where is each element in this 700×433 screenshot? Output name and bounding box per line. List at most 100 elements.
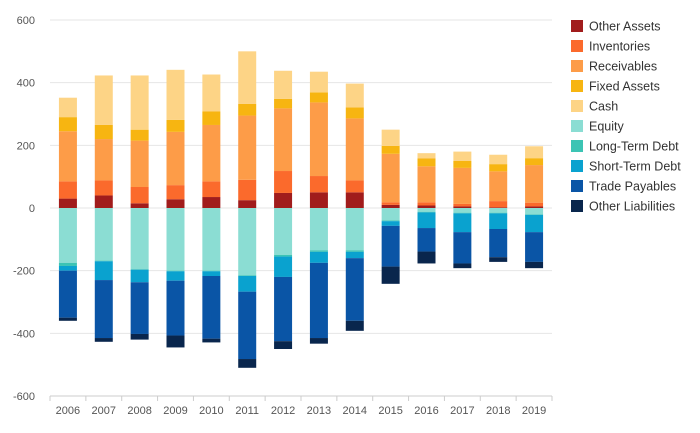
bar-segment bbox=[345, 107, 364, 119]
bar-segment bbox=[309, 262, 328, 339]
legend-item[interactable]: Receivables bbox=[571, 60, 657, 74]
legend-swatch bbox=[571, 200, 583, 212]
bar-segment bbox=[345, 320, 364, 331]
x-tick-label: 2009 bbox=[163, 405, 187, 417]
x-tick-label: 2014 bbox=[343, 405, 367, 417]
bar-segment bbox=[202, 275, 221, 339]
bar-segment bbox=[417, 166, 436, 203]
bar-segment bbox=[238, 115, 257, 180]
x-tick-label: 2012 bbox=[271, 405, 295, 417]
legend-item[interactable]: Inventories bbox=[571, 40, 650, 54]
y-tick-label: 600 bbox=[17, 15, 35, 27]
x-tick-label: 2015 bbox=[378, 405, 402, 417]
legend-label: Equity bbox=[589, 120, 624, 134]
bar-segment bbox=[274, 208, 293, 255]
bar-segment bbox=[453, 203, 472, 207]
bar-segment bbox=[381, 208, 400, 221]
bar-segment bbox=[58, 97, 77, 118]
legend-item[interactable]: Short-Term Debt bbox=[571, 160, 681, 174]
bar-segment bbox=[166, 280, 185, 336]
bar-segment bbox=[489, 228, 508, 258]
legend-label: Other Liabilities bbox=[589, 200, 675, 214]
legend-label: Trade Payables bbox=[589, 180, 676, 194]
bar-segment bbox=[525, 202, 544, 207]
bar-segment bbox=[274, 341, 293, 349]
bar-segment bbox=[238, 51, 257, 104]
x-axis: 2006 2007 2008 2009 2010 2011 2012 2013 2014 2015… bbox=[49, 395, 553, 417]
legend-label: Long-Term Debt bbox=[589, 140, 679, 154]
bar-segment bbox=[274, 70, 293, 99]
bar-segment bbox=[417, 212, 436, 229]
bar-segment bbox=[345, 258, 364, 321]
bar-segment bbox=[381, 145, 400, 154]
bar-segment bbox=[94, 139, 113, 181]
bar-segment bbox=[130, 333, 149, 340]
legend-swatch bbox=[571, 80, 583, 92]
bar-segment bbox=[309, 192, 328, 208]
legend-swatch bbox=[571, 120, 583, 132]
legend-swatch bbox=[571, 160, 583, 172]
bar-segment bbox=[130, 269, 149, 283]
x-tick-label: 2018 bbox=[486, 405, 510, 417]
bar-segment bbox=[417, 208, 436, 212]
bar-segment bbox=[274, 276, 293, 342]
bar-segment bbox=[417, 158, 436, 167]
bar-segment bbox=[130, 203, 149, 208]
bar-segment bbox=[489, 208, 508, 213]
legend-item[interactable]: Equity bbox=[571, 120, 624, 134]
bar-segment bbox=[453, 263, 472, 269]
legend-swatch bbox=[571, 60, 583, 72]
bar-segment bbox=[381, 204, 400, 208]
bar-segment bbox=[417, 251, 436, 264]
bar-segment bbox=[417, 205, 436, 208]
x-tick-label: 2017 bbox=[450, 405, 474, 417]
x-tick-label: 2010 bbox=[199, 405, 223, 417]
bar-segment bbox=[166, 131, 185, 186]
bar-segment bbox=[489, 213, 508, 229]
legend-label: Inventories bbox=[589, 40, 650, 54]
legend-item[interactable]: Trade Payables bbox=[571, 180, 676, 194]
bar-segment bbox=[453, 151, 472, 161]
x-tick-label: 2007 bbox=[92, 405, 116, 417]
bar-segment bbox=[525, 206, 544, 208]
y-tick-label: 400 bbox=[17, 78, 35, 90]
y-tick-label: -200 bbox=[13, 266, 35, 278]
bar-segment bbox=[202, 74, 221, 112]
y-tick-label: -400 bbox=[13, 328, 35, 340]
bar-segment bbox=[381, 221, 400, 226]
bar-segment bbox=[453, 232, 472, 264]
bar-segment bbox=[166, 199, 185, 208]
bar-segment bbox=[309, 102, 328, 177]
bar-segment bbox=[274, 192, 293, 208]
bar-segment bbox=[381, 129, 400, 146]
legend-swatch bbox=[571, 100, 583, 112]
x-tick-label: 2008 bbox=[127, 405, 151, 417]
x-tick-label: 2006 bbox=[56, 405, 80, 417]
bar-segment bbox=[274, 98, 293, 109]
bar-segment bbox=[94, 280, 113, 339]
gridlines bbox=[50, 19, 552, 334]
bar-segment bbox=[453, 208, 472, 213]
bar-segment bbox=[525, 165, 544, 203]
bar-segment bbox=[345, 251, 364, 259]
bar-segment bbox=[238, 275, 257, 292]
bar-segment bbox=[381, 266, 400, 284]
y-axis-ticks: -600 -400 -200 0 200 400 600 bbox=[13, 15, 35, 403]
legend-item[interactable]: Long-Term Debt bbox=[571, 140, 679, 154]
bar-segment bbox=[130, 129, 149, 141]
bar-segment bbox=[202, 208, 221, 271]
bar-segment bbox=[309, 251, 328, 263]
legend-swatch bbox=[571, 20, 583, 32]
legend-item[interactable]: Other Liabilities bbox=[571, 200, 675, 214]
legend-item[interactable]: Fixed Assets bbox=[571, 80, 660, 94]
bar-stacks bbox=[58, 51, 544, 368]
bar-segment bbox=[94, 180, 113, 196]
legend-item[interactable]: Cash bbox=[571, 100, 618, 114]
bar-segment bbox=[489, 164, 508, 172]
bar-segment bbox=[453, 212, 472, 214]
bar-segment bbox=[94, 260, 113, 262]
legend: Other Assets Inventories Receivables Fixed … bbox=[571, 20, 681, 214]
legend-item[interactable]: Other Assets bbox=[571, 20, 661, 34]
bar-segment bbox=[525, 232, 544, 262]
bar-segment bbox=[274, 108, 293, 172]
